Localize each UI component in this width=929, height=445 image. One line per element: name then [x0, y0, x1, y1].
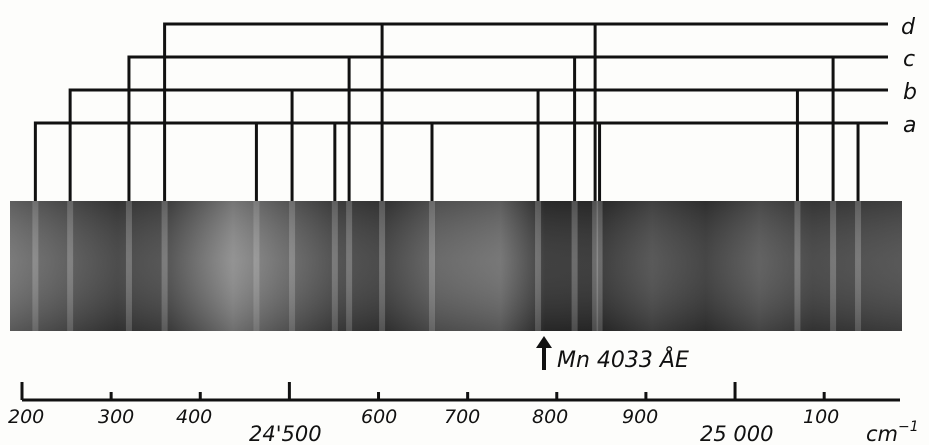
- up-arrow-icon: [536, 336, 552, 348]
- mn-reference-marker: Mn 4033 ÅE: [536, 336, 689, 373]
- spectrum-strip: [10, 201, 902, 331]
- tick-label-24500: 24'500: [249, 422, 322, 445]
- unit-text: cm: [866, 422, 898, 445]
- tick-label-25000: 25 000: [700, 422, 773, 445]
- tick-label-100: 100: [803, 406, 839, 428]
- scale-unit-label: cm−1: [866, 419, 919, 445]
- tick-label-300: 300: [98, 406, 134, 428]
- series-label-d: d: [901, 15, 916, 40]
- tick-label-900: 900: [622, 406, 658, 428]
- series-label-a: a: [903, 113, 916, 138]
- tick-label-700: 700: [444, 406, 480, 428]
- mn-reference-label: Mn 4033 ÅE: [557, 346, 689, 373]
- series-lines: [33, 22, 888, 201]
- series-label-c: c: [903, 47, 915, 72]
- tick-label-800: 800: [532, 406, 568, 428]
- tick-label-400: 400: [176, 406, 212, 428]
- series-label-b: b: [903, 80, 917, 105]
- tick-label-200: 200: [8, 406, 44, 428]
- wavenumber-scale: 200 300 400 24'500 600 700 800 900 25 00…: [8, 382, 919, 445]
- tick-label-600: 600: [361, 406, 397, 428]
